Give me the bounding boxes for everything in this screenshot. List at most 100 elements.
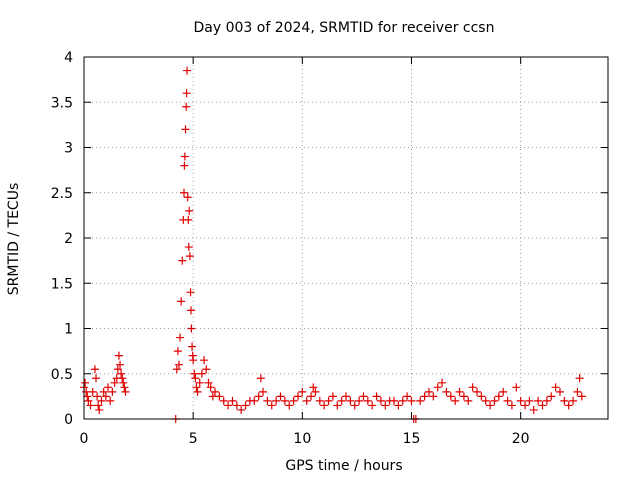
data-point xyxy=(190,369,199,378)
data-point xyxy=(186,306,195,315)
data-point xyxy=(93,392,102,401)
data-point xyxy=(481,396,490,405)
data-point xyxy=(189,356,198,365)
data-point xyxy=(84,396,93,405)
data-point xyxy=(307,392,316,401)
axis-ticks: 0 0.5 1 1.5 2 2.5 3 3.5 4 0 5 10 15 20 xyxy=(51,50,608,447)
data-point xyxy=(494,392,503,401)
data-point xyxy=(118,374,127,383)
data-point xyxy=(337,396,346,405)
data-point xyxy=(182,89,191,98)
data-point xyxy=(183,193,192,202)
data-point xyxy=(114,351,123,360)
data-point xyxy=(442,387,451,396)
data-point xyxy=(555,387,564,396)
data-point xyxy=(173,347,182,356)
data-point xyxy=(117,369,126,378)
data-point xyxy=(499,387,508,396)
data-point xyxy=(407,396,416,405)
data-point xyxy=(542,396,551,405)
data-point xyxy=(529,405,538,414)
x-tick-label: 0 xyxy=(80,431,89,447)
data-point xyxy=(187,324,196,333)
x-tick-label: 10 xyxy=(293,431,311,447)
data-point xyxy=(193,387,202,396)
data-point xyxy=(398,396,407,405)
data-point xyxy=(459,392,468,401)
data-point xyxy=(534,396,543,405)
y-tick-label: 3.5 xyxy=(51,95,73,111)
data-point xyxy=(88,387,97,396)
data-point xyxy=(219,396,228,405)
data-point xyxy=(328,392,337,401)
data-point xyxy=(182,102,191,111)
data-point xyxy=(99,387,108,396)
data-point xyxy=(468,383,477,392)
data-point xyxy=(181,125,190,134)
data-point xyxy=(551,383,560,392)
data-point xyxy=(259,387,268,396)
data-point xyxy=(121,387,130,396)
data-point xyxy=(311,387,320,396)
data-point xyxy=(560,396,569,405)
data-point xyxy=(429,392,438,401)
data-point xyxy=(446,392,455,401)
data-point xyxy=(293,392,302,401)
y-tick-label: 2 xyxy=(64,231,73,247)
data-point xyxy=(464,396,473,405)
data-point xyxy=(179,188,188,197)
data-point xyxy=(83,392,92,401)
data-point xyxy=(577,392,586,401)
data-point xyxy=(289,396,298,405)
data-point xyxy=(185,206,194,215)
y-tick-label: 1.5 xyxy=(51,276,73,292)
y-tick-label: 2.5 xyxy=(51,186,73,202)
data-point xyxy=(116,360,125,369)
data-point xyxy=(180,152,189,161)
data-point xyxy=(512,383,521,392)
data-point xyxy=(267,401,276,410)
data-point xyxy=(192,383,201,392)
data-point xyxy=(108,387,117,396)
data-point xyxy=(197,369,206,378)
y-tick-label: 1 xyxy=(64,322,73,338)
data-point xyxy=(368,401,377,410)
data-point xyxy=(324,396,333,405)
data-point xyxy=(521,401,530,410)
plot-frame xyxy=(83,56,609,420)
data-point xyxy=(451,396,460,405)
data-point xyxy=(215,392,224,401)
y-tick-label: 0 xyxy=(64,412,73,428)
data-point xyxy=(104,383,113,392)
data-point xyxy=(254,392,263,401)
data-point xyxy=(228,396,237,405)
data-point xyxy=(285,401,294,410)
data-point xyxy=(178,256,187,265)
data-point xyxy=(120,383,129,392)
data-point xyxy=(564,401,573,410)
data-point xyxy=(503,396,512,405)
data-point xyxy=(420,392,429,401)
chart-title: Day 003 of 2024, SRMTID for receiver ccs… xyxy=(194,20,495,36)
data-point xyxy=(232,401,241,410)
data-point xyxy=(416,396,425,405)
data-point xyxy=(183,66,192,75)
data-point xyxy=(95,405,104,414)
data-point xyxy=(211,387,219,396)
data-point xyxy=(186,288,195,297)
y-tick-label: 4 xyxy=(64,50,73,66)
data-point xyxy=(372,392,381,401)
data-point xyxy=(350,401,359,410)
data-point xyxy=(110,378,119,387)
data-point xyxy=(180,161,189,170)
data-point xyxy=(538,401,547,410)
data-point xyxy=(333,401,342,410)
data-point xyxy=(363,396,372,405)
x-tick-label: 15 xyxy=(403,431,421,447)
x-axis-label: GPS time / hours xyxy=(285,458,402,474)
data-point xyxy=(302,396,311,405)
x-tick-label: 20 xyxy=(512,431,530,447)
data-point xyxy=(101,392,110,401)
data-point xyxy=(94,401,103,410)
data-point xyxy=(184,243,193,252)
